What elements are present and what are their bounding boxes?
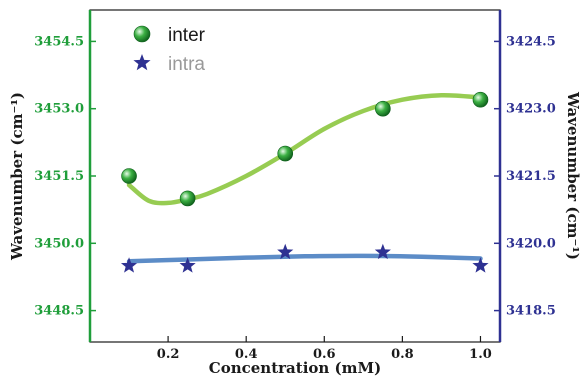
- legend-inter-label: inter: [168, 25, 206, 46]
- inter-data-point: [472, 91, 489, 108]
- left-tick-label: 3451.5: [34, 169, 84, 184]
- legend-intra-label: intra: [168, 54, 205, 75]
- inter-data-point: [277, 145, 294, 162]
- left-tick-label: 3450.0: [34, 236, 84, 251]
- left-axis: 3448.5 3450.0 3451.5 3453.0 3454.5: [34, 10, 96, 342]
- right-tick-label: 3423.0: [506, 102, 556, 117]
- x-axis-title: Concentration (mM): [209, 359, 381, 377]
- legend-inter-marker: [133, 25, 151, 43]
- right-axis: 3418.5 3420.0 3421.5 3423.0 3424.5: [494, 10, 556, 342]
- intra-data-point: [472, 257, 489, 273]
- x-tick-label: 0.4: [235, 347, 258, 362]
- right-tick-label: 3421.5: [506, 169, 556, 184]
- intra-fit-line: [126, 253, 483, 264]
- left-axis-title: Wavenumber (cm⁻¹): [8, 92, 26, 261]
- legend-intra-marker: [133, 54, 151, 71]
- left-tick-label: 3453.0: [34, 102, 84, 117]
- x-tick-label: 0.8: [391, 347, 414, 362]
- bottom-axis: 0.2 0.4 0.6 0.8 1.0: [157, 336, 492, 362]
- inter-fit-line: [126, 92, 483, 206]
- x-tick-label: 1.0: [469, 347, 492, 362]
- right-tick-label: 3418.5: [506, 304, 556, 319]
- series-layer: [120, 91, 489, 273]
- left-tick-label: 3448.5: [34, 304, 84, 319]
- x-tick-label: 0.6: [313, 347, 336, 362]
- intra-data-point: [179, 257, 196, 273]
- intra-data-point: [277, 243, 294, 260]
- intra-data-point: [374, 243, 391, 260]
- inter-data-point: [179, 190, 196, 207]
- inter-data-point: [121, 168, 137, 184]
- x-tick-label: 0.2: [157, 347, 180, 362]
- right-tick-label: 3420.0: [506, 236, 556, 251]
- legend: inter intra: [133, 25, 206, 75]
- intra-data-point: [120, 257, 138, 273]
- left-tick-label: 3454.5: [34, 34, 84, 49]
- right-tick-label: 3424.5: [506, 34, 556, 49]
- plot-frame: [89, 9, 501, 343]
- inter-data-point: [375, 100, 391, 117]
- right-axis-title: Wavenumber (cm⁻¹): [564, 91, 582, 260]
